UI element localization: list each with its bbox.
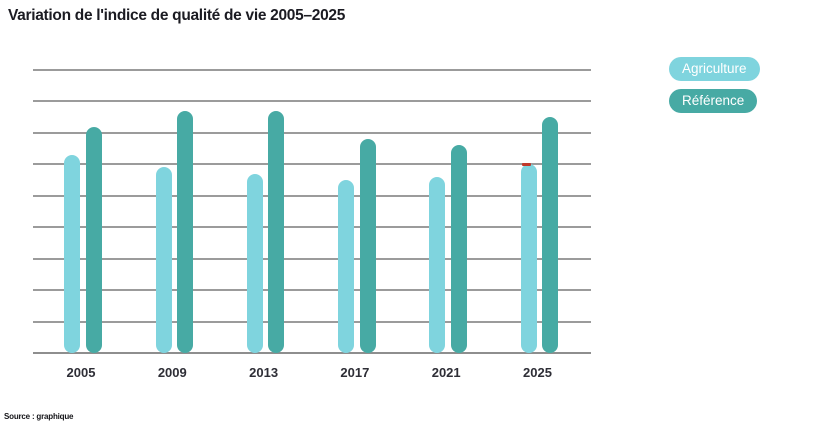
bar-reference-2013 xyxy=(268,110,285,353)
gridline xyxy=(33,226,591,229)
x-tick-label-2005: 2005 xyxy=(66,365,96,380)
gridline xyxy=(33,194,591,197)
gridline xyxy=(33,257,591,260)
bar-reference-2021 xyxy=(451,145,467,353)
bar-reference-2017 xyxy=(359,139,376,353)
gridline xyxy=(33,69,591,71)
chart-title: Variation de l'indice de qualité de vie … xyxy=(8,7,346,24)
bar-agriculture-2017 xyxy=(338,180,355,353)
bar-reference-2005 xyxy=(85,126,102,353)
legend-pill-reference: Référence xyxy=(669,89,758,113)
legend-pill-agriculture: Agriculture xyxy=(669,57,760,81)
bar-reference-2025 xyxy=(542,117,559,353)
x-tick-label-2025: 2025 xyxy=(523,365,552,380)
x-axis-line xyxy=(33,352,591,354)
bar-agriculture-2005 xyxy=(64,154,81,353)
legend: Agriculture Référence xyxy=(669,57,760,121)
gridline xyxy=(33,163,591,166)
bar-agriculture-2009 xyxy=(155,167,172,353)
gridline xyxy=(33,100,591,103)
bar-agriculture-2013 xyxy=(246,173,263,353)
red-tick-artifact xyxy=(522,163,531,166)
x-tick-label-2021: 2021 xyxy=(431,365,461,380)
x-tick-label-2017: 2017 xyxy=(340,365,370,380)
bar-agriculture-2021 xyxy=(429,176,446,353)
gridline xyxy=(33,320,591,323)
bar-agriculture-2025 xyxy=(520,164,537,353)
gridline xyxy=(33,131,591,134)
x-tick-label-2013: 2013 xyxy=(249,365,279,380)
gridline xyxy=(33,289,591,292)
source-note: Source : graphique xyxy=(4,412,74,421)
bar-reference-2009 xyxy=(177,110,194,353)
x-tick-label-2009: 2009 xyxy=(157,365,187,380)
